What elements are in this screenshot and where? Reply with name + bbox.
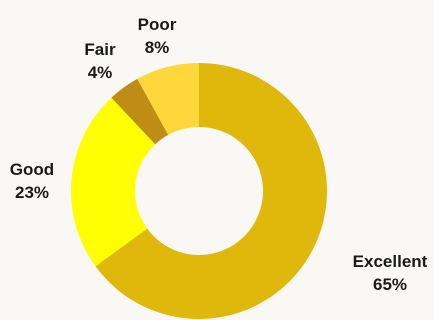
slice-value-excellent: 65% bbox=[373, 275, 407, 294]
slice-value-good: 23% bbox=[15, 183, 49, 202]
slice-label-good: Good bbox=[10, 160, 54, 179]
slices-group bbox=[71, 63, 327, 319]
slice-value-poor: 8% bbox=[145, 38, 170, 57]
slice-label-poor: Poor bbox=[138, 15, 177, 34]
slice-label-excellent: Excellent bbox=[353, 252, 428, 271]
slice-label-fair: Fair bbox=[84, 40, 116, 59]
slice-value-fair: 4% bbox=[88, 63, 113, 82]
